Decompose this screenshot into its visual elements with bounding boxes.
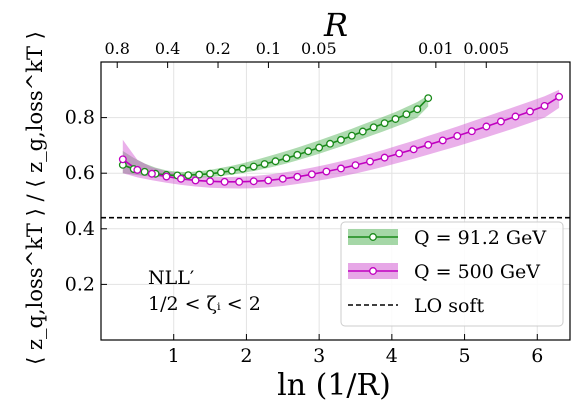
top-tick-label: 0.05 bbox=[301, 39, 337, 58]
y-axis-label: ⟨ z_q,loss^kT ⟩ / ⟨ z_g,loss^kT ⟩ bbox=[23, 31, 47, 365]
annotation-order: NLL′ bbox=[148, 267, 194, 289]
data-point bbox=[133, 165, 142, 174]
data-point bbox=[264, 176, 273, 185]
data-point bbox=[496, 117, 505, 126]
legend-label: LO soft bbox=[414, 295, 484, 317]
data-point bbox=[482, 122, 491, 131]
data-point bbox=[380, 119, 389, 128]
data-point bbox=[337, 164, 345, 173]
legend-marker-swatch bbox=[369, 267, 377, 275]
data-point bbox=[238, 164, 247, 173]
y-tick-label: 0.8 bbox=[65, 107, 95, 129]
data-point bbox=[235, 177, 244, 186]
data-point bbox=[395, 149, 404, 158]
data-point bbox=[555, 92, 564, 101]
data-point bbox=[184, 171, 193, 180]
legend-label: Q = 91.2 GeV bbox=[414, 227, 546, 249]
data-point bbox=[260, 160, 269, 168]
y-tick-label: 0.4 bbox=[65, 218, 95, 240]
data-point bbox=[351, 161, 360, 170]
data-point bbox=[424, 94, 433, 103]
top-axis-label: R bbox=[323, 6, 348, 44]
data-point bbox=[278, 174, 287, 183]
bottom-axis-ticks: 1 2 3 4 5 6 bbox=[168, 334, 543, 367]
annotation-cut: 1/2 < ζᵢ < 2 bbox=[148, 293, 261, 315]
data-point bbox=[307, 170, 316, 179]
data-point bbox=[315, 143, 324, 152]
top-tick-label: 0.8 bbox=[104, 39, 129, 58]
data-point bbox=[206, 177, 215, 186]
data-point bbox=[540, 101, 549, 110]
data-point bbox=[293, 150, 302, 159]
data-point bbox=[511, 112, 520, 121]
data-point bbox=[249, 177, 258, 186]
data-point bbox=[227, 166, 236, 175]
y-tick-label: 0.2 bbox=[65, 273, 95, 295]
data-point bbox=[453, 131, 462, 140]
legend-frame bbox=[340, 221, 564, 327]
top-tick-label: 0.1 bbox=[256, 39, 281, 58]
data-point bbox=[191, 176, 200, 185]
data-point bbox=[282, 154, 291, 163]
data-point bbox=[366, 157, 374, 166]
data-point bbox=[177, 174, 185, 183]
data-point bbox=[424, 140, 433, 149]
y-tick-label: 0.6 bbox=[65, 162, 95, 184]
data-point bbox=[347, 131, 356, 140]
data-point bbox=[380, 153, 389, 162]
annotation: NLL′ 1/2 < ζᵢ < 2 bbox=[148, 267, 261, 315]
data-point bbox=[467, 127, 476, 136]
data-point bbox=[162, 172, 171, 181]
plot-frame bbox=[100, 61, 571, 341]
legend: Q = 91.2 GeV Q = 500 GeV LO soft bbox=[340, 221, 564, 327]
legend-marker-swatch bbox=[369, 233, 377, 241]
x-tick-label: 5 bbox=[459, 345, 471, 367]
data-point bbox=[438, 136, 447, 145]
data-point bbox=[118, 155, 127, 164]
data-point bbox=[206, 169, 215, 178]
top-axis-ticks: 0.8 0.4 0.2 0.1 0.05 0.01 0.005 bbox=[104, 39, 509, 68]
data-point bbox=[526, 107, 534, 116]
legend-entries: Q = 91.2 GeV Q = 500 GeV LO soft bbox=[348, 227, 546, 317]
top-tick-label: 0.005 bbox=[463, 39, 509, 58]
data-point bbox=[140, 167, 149, 176]
series-markers bbox=[118, 92, 564, 186]
data-point bbox=[271, 157, 280, 166]
data-point bbox=[220, 177, 229, 186]
x-tick-label: 4 bbox=[386, 345, 398, 367]
x-tick-label: 2 bbox=[240, 345, 252, 367]
data-point bbox=[358, 127, 367, 136]
data-point bbox=[391, 115, 400, 123]
data-point bbox=[337, 135, 345, 144]
x-tick-label: 3 bbox=[313, 345, 325, 367]
data-point bbox=[326, 139, 334, 148]
data-point bbox=[293, 172, 302, 181]
x-axis-label: ln (1/R) bbox=[277, 368, 391, 403]
axes bbox=[100, 61, 571, 341]
top-tick-label: 0.01 bbox=[418, 39, 454, 58]
top-tick-label: 0.2 bbox=[205, 39, 230, 58]
top-tick-label: 0.4 bbox=[155, 39, 180, 58]
x-tick-label: 1 bbox=[168, 345, 180, 367]
data-point bbox=[409, 145, 418, 154]
data-point bbox=[217, 168, 225, 177]
x-tick-label: 6 bbox=[531, 345, 543, 367]
data-point bbox=[322, 167, 331, 176]
data-point bbox=[369, 123, 378, 132]
data-point bbox=[413, 105, 422, 114]
data-point bbox=[249, 162, 258, 171]
data-point bbox=[147, 169, 156, 178]
data-point bbox=[195, 170, 204, 179]
left-axis-ticks: 0.2 0.4 0.6 0.8 bbox=[65, 107, 107, 295]
data-point bbox=[304, 147, 313, 156]
legend-label: Q = 500 GeV bbox=[414, 261, 540, 283]
data-point bbox=[402, 110, 411, 119]
